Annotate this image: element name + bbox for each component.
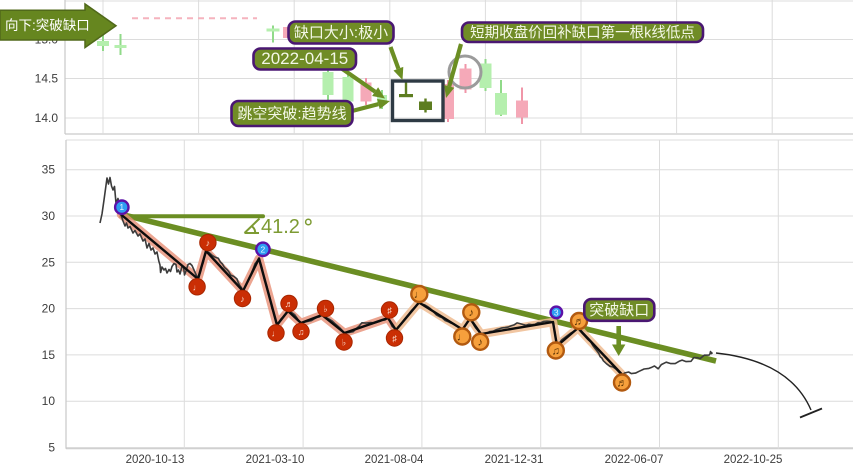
svg-text:2020-10-13: 2020-10-13: [126, 454, 185, 466]
svg-text:突破缺口: 突破缺口: [589, 302, 649, 319]
svg-text:♩: ♩: [457, 331, 468, 343]
svg-text:♪: ♪: [469, 307, 475, 319]
svg-text:♭: ♭: [342, 338, 346, 348]
svg-text:2021-03-10: 2021-03-10: [246, 454, 305, 466]
svg-text:2021-08-04: 2021-08-04: [365, 454, 424, 466]
svg-text:2022-10-25: 2022-10-25: [724, 454, 783, 466]
svg-text:♩: ♩: [272, 329, 281, 339]
svg-text:5: 5: [48, 441, 55, 455]
svg-text:25: 25: [42, 255, 56, 269]
svg-text:14.0: 14.0: [35, 111, 59, 125]
svg-text:跳空突破:趋势线: 跳空突破:趋势线: [237, 106, 346, 123]
svg-text:♪: ♪: [206, 238, 211, 248]
svg-text:2022-04-15: 2022-04-15: [261, 49, 348, 68]
svg-text:10: 10: [42, 394, 56, 408]
svg-text:♬: ♬: [574, 316, 585, 328]
svg-text:30: 30: [42, 209, 56, 223]
svg-text:14.5: 14.5: [35, 72, 59, 86]
svg-text:15: 15: [42, 348, 56, 362]
svg-text:♯: ♯: [392, 334, 397, 344]
svg-text:缺口大小:极小: 缺口大小:极小: [294, 25, 388, 42]
svg-text:短期收盘价回补缺口第一根k线低点: 短期收盘价回补缺口第一根k线低点: [470, 23, 695, 41]
svg-text:♬: ♬: [285, 299, 294, 309]
svg-text:20: 20: [42, 302, 56, 316]
svg-text:♯: ♯: [387, 306, 392, 316]
svg-text:1: 1: [119, 202, 124, 212]
svg-text:2021-12-31: 2021-12-31: [485, 454, 544, 466]
svg-text:向下:突破缺口: 向下:突破缺口: [5, 18, 90, 33]
svg-text:♩: ♩: [193, 282, 202, 292]
svg-text:♬: ♬: [617, 377, 628, 389]
svg-text:♪: ♪: [477, 337, 483, 349]
svg-text:♪: ♪: [240, 294, 245, 304]
svg-text:♩: ♩: [414, 289, 425, 301]
svg-text:♭: ♭: [323, 304, 327, 314]
svg-text:41.2: 41.2: [261, 216, 300, 238]
svg-text:3: 3: [554, 307, 559, 317]
svg-text:2: 2: [261, 244, 266, 254]
svg-text:♫: ♫: [552, 345, 560, 357]
svg-text:♫: ♫: [298, 327, 305, 337]
svg-text:2022-06-07: 2022-06-07: [605, 454, 664, 466]
svg-text:35: 35: [42, 163, 56, 177]
